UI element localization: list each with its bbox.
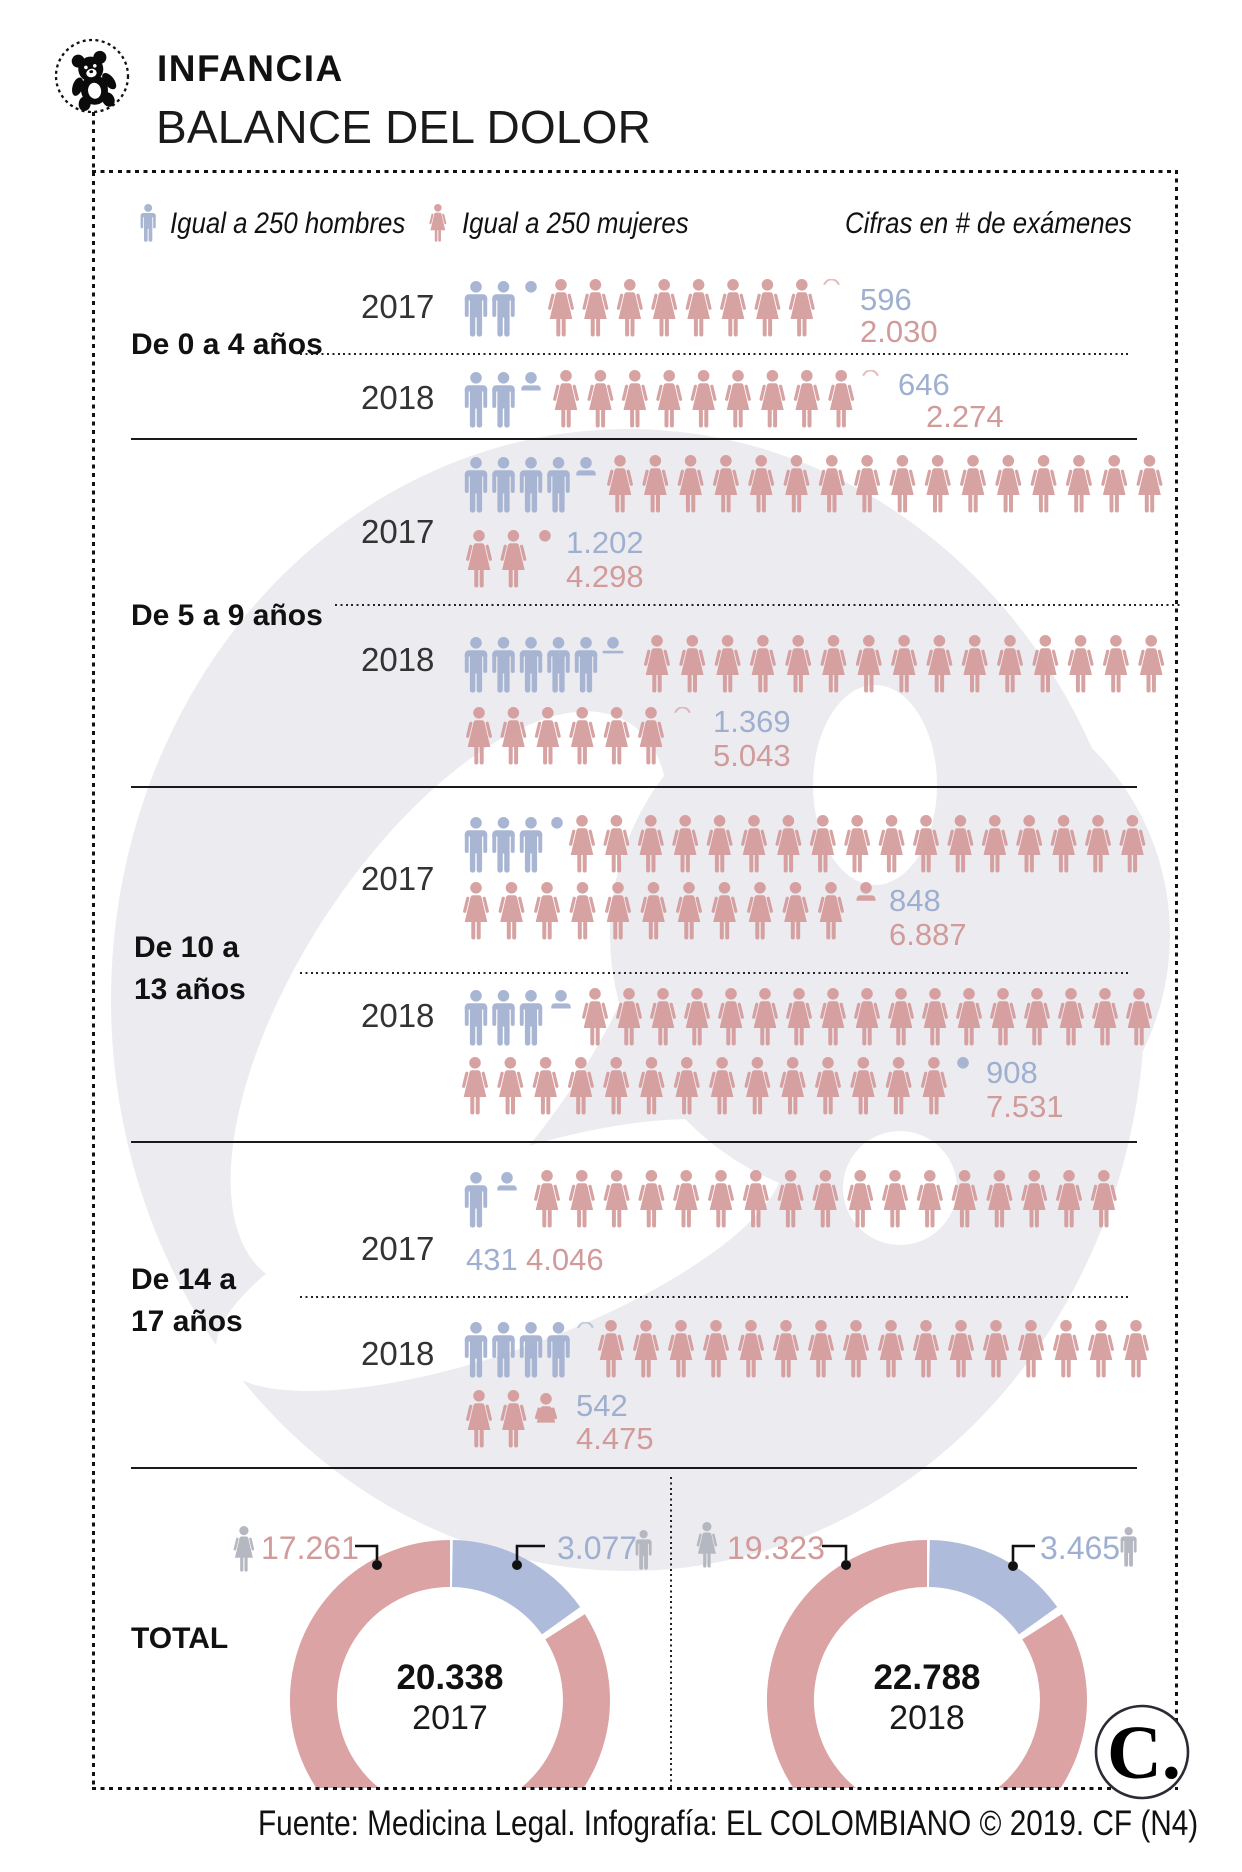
svg-text:C.: C. (1107, 1711, 1181, 1795)
